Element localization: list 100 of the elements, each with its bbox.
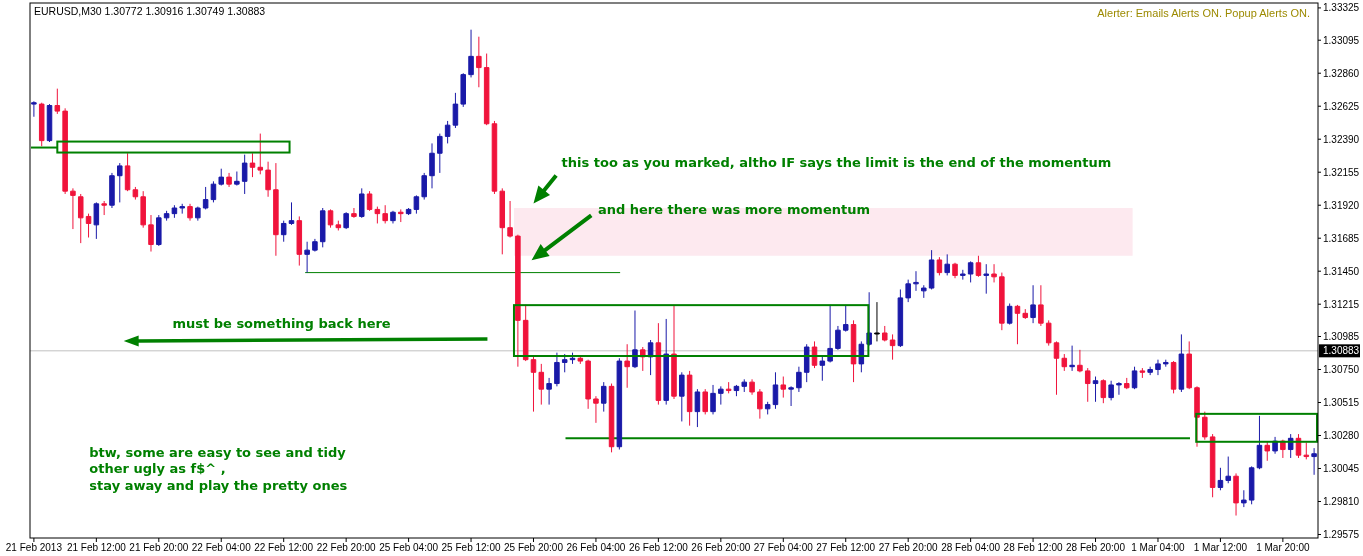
y-tick-label: 1.30280: [1323, 429, 1360, 441]
x-tick-label: 26 Feb 12:00: [628, 542, 689, 553]
candlestick: [460, 72, 466, 108]
annotation: btw, some are easy to see and tidy other ugly as f$^ , stay away and play the pretty ones: [89, 444, 348, 493]
candlestick: [1022, 308, 1029, 320]
candlestick: [569, 352, 576, 365]
candlestick: [1030, 284, 1036, 324]
candlestick: [93, 201, 100, 240]
candlestick: [1100, 378, 1107, 404]
candlestick: [686, 370, 693, 427]
x-tick-label: 27 Feb 04:00: [753, 542, 814, 553]
candlestick: [421, 172, 427, 201]
candlestick: [897, 288, 904, 348]
candlestick: [335, 220, 342, 231]
candlestick: [452, 92, 459, 129]
x-tick-label: 22 Feb 12:00: [254, 542, 314, 553]
x-tick-label: 1 Mar 12:00: [1193, 542, 1248, 553]
candlestick: [889, 333, 896, 361]
candlestick: [733, 384, 740, 397]
x-tick-label: 25 Feb 20:00: [504, 542, 564, 553]
candlestick: [101, 200, 107, 216]
candlestick: [679, 371, 685, 422]
candlestick: [842, 304, 849, 333]
candlestick: [1155, 359, 1161, 376]
candlestick: [967, 260, 974, 283]
candlestick: [1139, 367, 1146, 379]
y-tick-label: 1.31685: [1323, 232, 1360, 244]
candlestick: [429, 142, 435, 189]
y-tick-label: 1.32155: [1323, 166, 1360, 178]
y-tick-label: 1.33325: [1323, 2, 1360, 14]
annotation: Alerter: Emails Alerts ON. Popup Alerts ON.: [1097, 7, 1310, 19]
candlestick: [280, 220, 287, 243]
candlestick: [725, 381, 732, 394]
candlestick: [882, 325, 888, 342]
candlestick: [398, 208, 404, 223]
candlestick: [554, 352, 560, 387]
candlestick: [382, 204, 388, 224]
candlestick: [390, 210, 396, 224]
candlestick: [241, 154, 248, 195]
candlestick: [507, 200, 513, 238]
y-tick-label: 1.29810: [1323, 495, 1360, 507]
candlestick: [616, 357, 623, 451]
candlestick: [1077, 349, 1083, 373]
candlestick: [585, 359, 591, 410]
candlestick: [1116, 381, 1122, 396]
candlestick: [788, 385, 794, 407]
candlestick: [140, 190, 146, 229]
candlestick: [1256, 415, 1263, 470]
x-tick-label: 1 Mar 04:00: [1131, 542, 1186, 553]
candlestick: [1006, 303, 1013, 326]
candlestick: [718, 385, 724, 406]
x-tick-label: 21 Feb 12:00: [66, 542, 127, 553]
y-tick-label: 1.31920: [1323, 199, 1360, 211]
candlestick: [1061, 353, 1068, 372]
candlestick: [999, 272, 1005, 331]
y-tick-label: 1.30750: [1323, 364, 1360, 375]
candlestick: [1053, 340, 1060, 396]
candlestick: [530, 356, 537, 413]
candlestick: [764, 401, 771, 415]
candlestick: [132, 186, 139, 201]
candlestick: [1147, 366, 1153, 376]
candlestick: [1248, 465, 1255, 505]
candlestick: [202, 186, 209, 210]
candlestick: [1045, 319, 1052, 347]
ref-line-label: 1.30883: [1323, 345, 1360, 357]
candlestick: [265, 161, 271, 198]
candlestick: [31, 100, 37, 118]
candlestick: [741, 378, 748, 393]
y-tick-label: 1.30985: [1323, 331, 1360, 342]
candlestick: [983, 263, 990, 295]
candlestick: [1170, 360, 1177, 394]
y-tick-label: 1.30515: [1323, 396, 1360, 408]
annotation: and here there was more momentum: [597, 202, 871, 218]
candlestick: [538, 363, 545, 406]
candlestick: [1217, 467, 1224, 491]
candlestick: [304, 241, 310, 274]
candlestick: [858, 340, 865, 373]
candlestick: [757, 388, 763, 420]
candlestick: [226, 172, 232, 188]
candlestick: [195, 206, 201, 222]
candlestick: [1233, 472, 1239, 517]
candlestick: [624, 343, 630, 389]
candlestick: [187, 203, 193, 222]
candlestick: [148, 214, 154, 253]
candlestick: [1241, 489, 1247, 508]
candlestick: [358, 187, 365, 219]
candlestick: [296, 215, 303, 267]
candlestick: [374, 206, 381, 224]
candlestick: [577, 356, 584, 365]
candlestick: [327, 208, 334, 229]
candlestick: [234, 171, 240, 187]
candlestick: [913, 270, 919, 292]
y-tick-label: 1.33095: [1323, 34, 1360, 46]
candlestick: [936, 256, 943, 276]
candlestick: [468, 29, 474, 78]
annotation: this too as you marked, altho IF says the limit is the end of the momentum: [561, 154, 1112, 170]
candlestick: [1202, 411, 1208, 441]
candlestick: [921, 284, 927, 299]
y-tick-label: 1.30045: [1323, 462, 1360, 474]
candlestick: [1186, 340, 1192, 390]
